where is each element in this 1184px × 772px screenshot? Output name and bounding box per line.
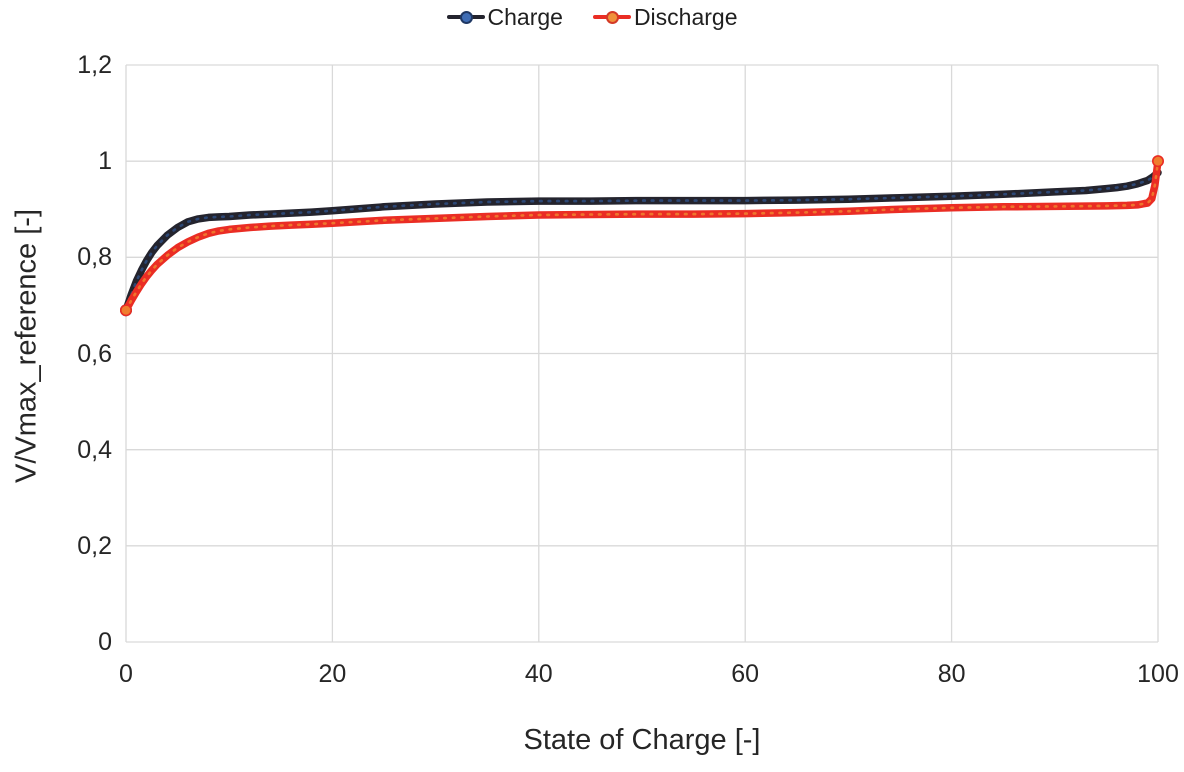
y-tick-label: 0,8 xyxy=(77,243,112,272)
x-tick-label: 0 xyxy=(119,660,133,688)
x-axis-title: State of Charge [-] xyxy=(523,724,761,756)
y-tick-label: 0,6 xyxy=(77,339,112,368)
x-tick-label: 80 xyxy=(937,660,966,688)
charge-line-marker-icon xyxy=(446,4,485,30)
x-tick-label: 20 xyxy=(318,660,347,688)
legend: Charge Discharge xyxy=(0,2,1184,32)
y-tick-label: 0,4 xyxy=(77,435,112,464)
legend-label-discharge: Discharge xyxy=(633,3,738,30)
y-tick-label: 1 xyxy=(98,147,112,176)
x-tick-label: 40 xyxy=(524,660,553,688)
legend-label-charge: Charge xyxy=(487,3,563,30)
x-tick-label: 60 xyxy=(731,660,760,688)
y-tick-label: 0 xyxy=(98,628,112,656)
x-tick-label: 100 xyxy=(1137,660,1179,688)
discharge-line-marker-icon xyxy=(592,4,631,30)
y-tick-label: 0,2 xyxy=(77,531,112,560)
legend-item-charge: Charge xyxy=(446,3,563,31)
y-tick-label: 1,2 xyxy=(77,51,112,79)
legend-item-discharge: Discharge xyxy=(592,3,738,31)
